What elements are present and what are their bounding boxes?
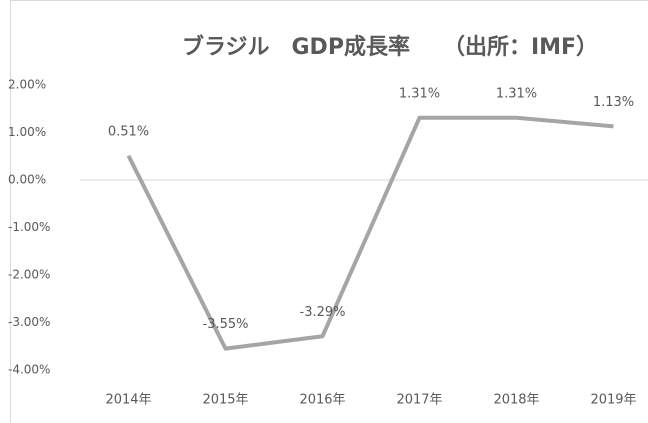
- y-tick-label: -2.00%: [8, 268, 50, 282]
- data-label: 1.13%: [593, 95, 634, 110]
- x-tick-label: 2018年: [493, 393, 539, 408]
- x-tick-label: 2017年: [396, 393, 442, 408]
- x-tick-label: 2019年: [590, 393, 636, 408]
- data-label: -3.29%: [300, 305, 346, 320]
- data-label: -3.55%: [203, 317, 249, 332]
- x-tick-label: 2016年: [299, 393, 345, 408]
- data-label: 1.31%: [496, 86, 537, 101]
- y-tick-label: -3.00%: [8, 315, 50, 329]
- x-tick-label: 2015年: [202, 393, 248, 408]
- y-tick-label: 2.00%: [8, 78, 46, 92]
- x-tick-label: 2014年: [105, 393, 151, 408]
- data-label: 0.51%: [108, 124, 149, 139]
- chart-title: ブラジル GDP成長率 （出所：IMF）: [182, 34, 598, 60]
- y-tick-label: 1.00%: [8, 125, 46, 139]
- line-series: [126, 115, 614, 351]
- y-tick-label: 0.00%: [8, 173, 46, 187]
- y-tick-label: -1.00%: [8, 220, 50, 234]
- data-label: 1.31%: [399, 86, 440, 101]
- y-tick-label: -4.00%: [8, 363, 50, 377]
- chart-frame: [10, 0, 648, 423]
